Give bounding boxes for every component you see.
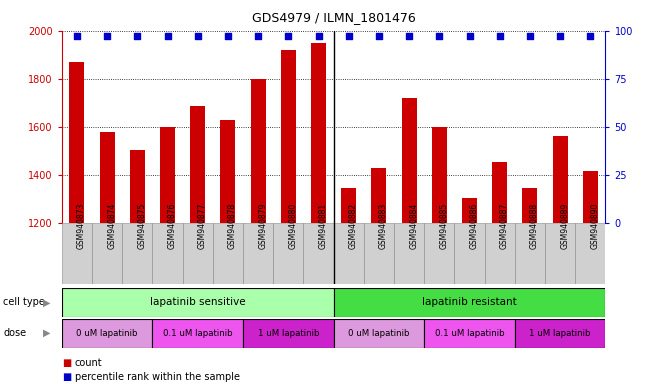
Text: GSM940887: GSM940887	[500, 203, 508, 249]
Text: lapatinib sensitive: lapatinib sensitive	[150, 297, 245, 308]
Bar	[251, 79, 266, 223]
Point	[193, 33, 203, 40]
Point	[102, 33, 113, 40]
Bar	[334, 319, 424, 348]
Point	[72, 33, 82, 40]
Text: lapatinib resistant: lapatinib resistant	[422, 297, 517, 308]
Bar	[553, 136, 568, 223]
Text: GSM940873: GSM940873	[77, 203, 86, 249]
Text: 0.1 uM lapatinib: 0.1 uM lapatinib	[435, 329, 505, 338]
Text: GSM940880: GSM940880	[288, 203, 298, 249]
Text: count: count	[75, 358, 102, 368]
Bar	[402, 98, 417, 223]
Text: GSM940889: GSM940889	[560, 203, 569, 249]
Text: GSM940885: GSM940885	[439, 203, 449, 249]
Bar	[190, 106, 205, 223]
Point	[344, 33, 354, 40]
Bar	[62, 223, 92, 284]
Point	[525, 33, 535, 40]
Point	[162, 33, 173, 40]
Bar	[62, 319, 152, 348]
Bar	[515, 319, 605, 348]
Bar	[311, 43, 326, 223]
Bar	[243, 319, 333, 348]
Text: GSM940874: GSM940874	[107, 203, 116, 249]
Bar	[281, 50, 296, 223]
Bar	[130, 149, 145, 223]
Text: GSM940886: GSM940886	[469, 203, 478, 249]
Bar	[515, 223, 545, 284]
Text: GSM940884: GSM940884	[409, 203, 418, 249]
Text: 0.1 uM lapatinib: 0.1 uM lapatinib	[163, 329, 232, 338]
Text: ▶: ▶	[43, 297, 51, 308]
Bar	[160, 127, 175, 223]
Text: cell type: cell type	[3, 297, 45, 308]
Bar	[100, 131, 115, 223]
Text: dose: dose	[3, 328, 27, 338]
Bar	[221, 119, 236, 223]
Text: GSM940890: GSM940890	[590, 203, 600, 249]
Bar	[424, 319, 515, 348]
Point	[555, 33, 565, 40]
Text: GSM940883: GSM940883	[379, 203, 388, 249]
Bar	[341, 188, 356, 223]
Bar	[334, 223, 364, 284]
Text: ■: ■	[62, 358, 71, 368]
Text: GSM940879: GSM940879	[258, 203, 267, 249]
Point	[283, 33, 294, 40]
Bar	[394, 223, 424, 284]
Text: GDS4979 / ILMN_1801476: GDS4979 / ILMN_1801476	[252, 12, 415, 25]
Bar	[152, 319, 243, 348]
Bar	[492, 162, 507, 223]
Bar	[122, 223, 152, 284]
Point	[223, 33, 233, 40]
Bar	[364, 223, 394, 284]
Bar	[371, 167, 387, 223]
Text: ■: ■	[62, 372, 71, 382]
Bar	[462, 197, 477, 223]
Point	[313, 33, 324, 40]
Text: GSM940878: GSM940878	[228, 203, 237, 249]
Point	[495, 33, 505, 40]
Text: ▶: ▶	[43, 328, 51, 338]
Bar	[183, 223, 213, 284]
Text: GSM940881: GSM940881	[318, 203, 327, 249]
Point	[253, 33, 264, 40]
Text: GSM940877: GSM940877	[198, 203, 207, 249]
Bar	[213, 223, 243, 284]
Bar	[152, 223, 183, 284]
Bar	[432, 127, 447, 223]
Bar	[62, 288, 334, 317]
Bar	[303, 223, 333, 284]
Point	[374, 33, 384, 40]
Point	[464, 33, 475, 40]
Bar	[545, 223, 575, 284]
Bar	[92, 223, 122, 284]
Text: 0 uM lapatinib: 0 uM lapatinib	[348, 329, 409, 338]
Text: percentile rank within the sample: percentile rank within the sample	[75, 372, 240, 382]
Bar	[273, 223, 303, 284]
Bar	[334, 288, 605, 317]
Bar	[424, 223, 454, 284]
Bar	[243, 223, 273, 284]
Bar	[583, 171, 598, 223]
Bar	[575, 223, 605, 284]
Point	[585, 33, 596, 40]
Text: 1 uM lapatinib: 1 uM lapatinib	[258, 329, 319, 338]
Bar	[522, 188, 538, 223]
Point	[132, 33, 143, 40]
Point	[404, 33, 414, 40]
Text: GSM940876: GSM940876	[167, 203, 176, 249]
Text: GSM940882: GSM940882	[349, 203, 358, 249]
Text: GSM940888: GSM940888	[530, 203, 539, 249]
Text: 0 uM lapatinib: 0 uM lapatinib	[76, 329, 138, 338]
Point	[434, 33, 445, 40]
Bar	[454, 223, 484, 284]
Bar	[484, 223, 515, 284]
Text: GSM940875: GSM940875	[137, 203, 146, 249]
Bar	[70, 63, 85, 223]
Text: 1 uM lapatinib: 1 uM lapatinib	[529, 329, 591, 338]
